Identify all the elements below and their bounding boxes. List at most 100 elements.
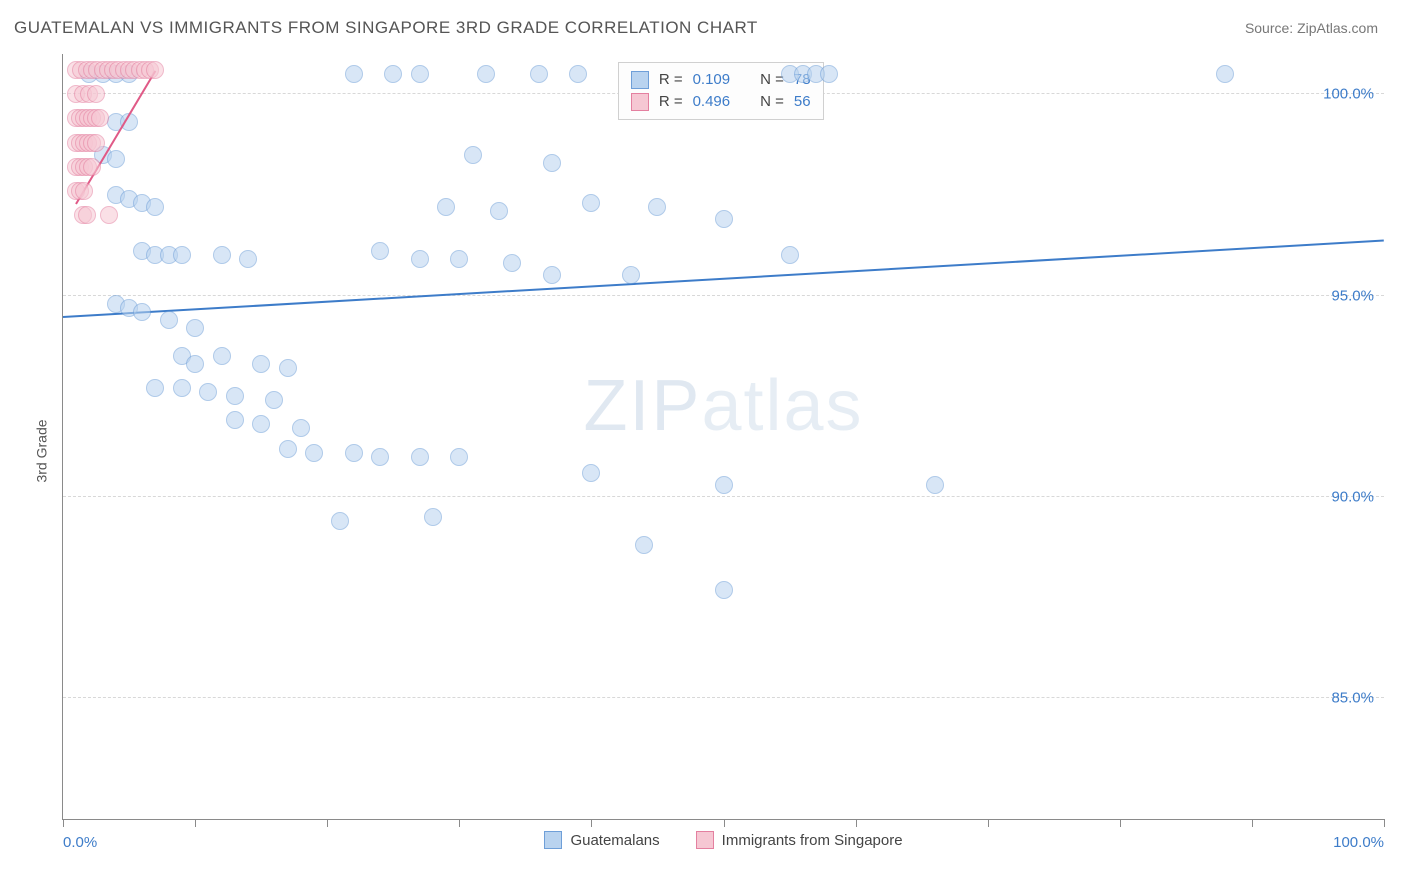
data-point bbox=[75, 182, 93, 200]
data-point bbox=[450, 448, 468, 466]
y-tick-label: 85.0% bbox=[1331, 690, 1374, 707]
data-point bbox=[464, 146, 482, 164]
data-point bbox=[331, 512, 349, 530]
data-point bbox=[173, 246, 191, 264]
data-point bbox=[226, 387, 244, 405]
data-point bbox=[715, 210, 733, 228]
x-tick bbox=[856, 819, 857, 827]
data-point bbox=[582, 194, 600, 212]
data-point bbox=[424, 508, 442, 526]
data-point bbox=[226, 411, 244, 429]
data-point bbox=[437, 198, 455, 216]
legend-R-label: R = bbox=[659, 71, 683, 88]
x-tick bbox=[459, 819, 460, 827]
watermark: ZIPatlas bbox=[583, 365, 863, 447]
data-point bbox=[411, 448, 429, 466]
y-tick-label: 100.0% bbox=[1323, 86, 1374, 103]
data-point bbox=[146, 198, 164, 216]
data-point bbox=[648, 198, 666, 216]
legend-N-label: N = bbox=[760, 93, 784, 110]
data-point bbox=[160, 311, 178, 329]
chart-container: 3rd Grade ZIPatlas 85.0% 90.0% 95.0% 100.0%… bbox=[14, 48, 1392, 854]
data-point bbox=[569, 65, 587, 83]
data-point bbox=[87, 85, 105, 103]
legend-R-value: 0.496 bbox=[693, 93, 731, 110]
series-legend-label: Immigrants from Singapore bbox=[722, 832, 903, 849]
data-point bbox=[146, 379, 164, 397]
trend-line bbox=[63, 239, 1384, 317]
legend-swatch bbox=[544, 831, 562, 849]
gridline bbox=[63, 295, 1384, 296]
data-point bbox=[133, 303, 151, 321]
data-point bbox=[100, 206, 118, 224]
series-legend-item: Guatemalans bbox=[544, 831, 659, 849]
data-point bbox=[292, 419, 310, 437]
y-tick-label: 95.0% bbox=[1331, 287, 1374, 304]
legend-R-value: 0.109 bbox=[693, 71, 731, 88]
data-point bbox=[1216, 65, 1234, 83]
x-tick bbox=[1384, 819, 1385, 827]
data-point bbox=[781, 246, 799, 264]
data-point bbox=[199, 383, 217, 401]
data-point bbox=[635, 536, 653, 554]
data-point bbox=[213, 347, 231, 365]
x-tick bbox=[1252, 819, 1253, 827]
data-point bbox=[345, 444, 363, 462]
data-point bbox=[345, 65, 363, 83]
data-point bbox=[173, 379, 191, 397]
legend-swatch bbox=[631, 93, 649, 111]
x-tick bbox=[591, 819, 592, 827]
data-point bbox=[91, 109, 109, 127]
data-point bbox=[715, 476, 733, 494]
y-axis-label: 3rd Grade bbox=[34, 419, 50, 482]
data-point bbox=[490, 202, 508, 220]
gridline bbox=[63, 697, 1384, 698]
x-tick bbox=[195, 819, 196, 827]
data-point bbox=[450, 250, 468, 268]
data-point bbox=[78, 206, 96, 224]
data-point bbox=[411, 65, 429, 83]
data-point bbox=[186, 319, 204, 337]
data-point bbox=[146, 61, 164, 79]
chart-title: GUATEMALAN VS IMMIGRANTS FROM SINGAPORE … bbox=[14, 18, 758, 38]
series-legend: Guatemalans Immigrants from Singapore bbox=[63, 831, 1384, 853]
series-legend-item: Immigrants from Singapore bbox=[696, 831, 903, 849]
x-tick bbox=[988, 819, 989, 827]
data-point bbox=[279, 359, 297, 377]
data-point bbox=[503, 254, 521, 272]
data-point bbox=[239, 250, 257, 268]
data-point bbox=[252, 355, 270, 373]
legend-swatch bbox=[696, 831, 714, 849]
data-point bbox=[530, 65, 548, 83]
watermark-zip: ZIP bbox=[583, 366, 701, 446]
data-point bbox=[305, 444, 323, 462]
data-point bbox=[87, 134, 105, 152]
data-point bbox=[252, 415, 270, 433]
plot-area: ZIPatlas 85.0%90.0%95.0%100.0%0.0%100.0%… bbox=[62, 54, 1384, 820]
data-point bbox=[384, 65, 402, 83]
data-point bbox=[279, 440, 297, 458]
watermark-atlas: atlas bbox=[701, 366, 863, 446]
legend-swatch bbox=[631, 71, 649, 89]
data-point bbox=[411, 250, 429, 268]
data-point bbox=[477, 65, 495, 83]
chart-header: GUATEMALAN VS IMMIGRANTS FROM SINGAPORE … bbox=[0, 0, 1406, 44]
data-point bbox=[213, 246, 231, 264]
data-point bbox=[371, 448, 389, 466]
data-point bbox=[543, 154, 561, 172]
data-point bbox=[107, 150, 125, 168]
chart-source: Source: ZipAtlas.com bbox=[1245, 20, 1378, 36]
x-tick bbox=[1120, 819, 1121, 827]
data-point bbox=[622, 266, 640, 284]
data-point bbox=[715, 581, 733, 599]
x-tick bbox=[724, 819, 725, 827]
data-point bbox=[265, 391, 283, 409]
data-point bbox=[926, 476, 944, 494]
gridline bbox=[63, 496, 1384, 497]
legend-N-value: 56 bbox=[794, 93, 811, 110]
data-point bbox=[186, 355, 204, 373]
y-tick-label: 90.0% bbox=[1331, 488, 1374, 505]
data-point bbox=[820, 65, 838, 83]
data-point bbox=[582, 464, 600, 482]
data-point bbox=[371, 242, 389, 260]
